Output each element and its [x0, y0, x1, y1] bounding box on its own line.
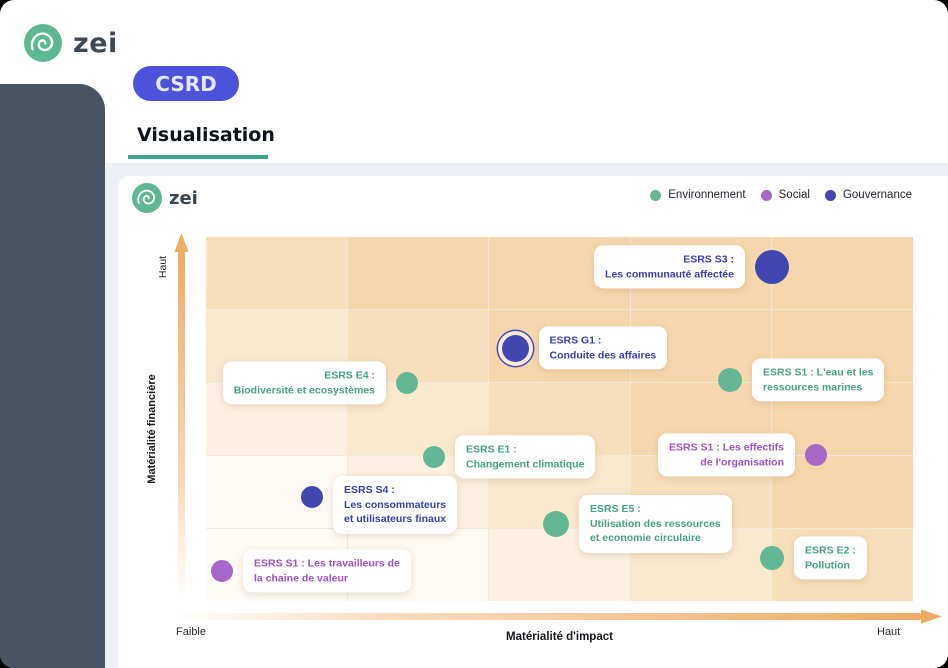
x-axis-title: Matérialité d'impact: [506, 631, 613, 643]
tab-visualisation[interactable]: Visualisation: [137, 124, 275, 146]
x-axis-high-label: Haut: [877, 626, 901, 638]
legend-item-environnement[interactable]: Environnement: [650, 189, 746, 201]
data-point-label: ESRS S3 : Les communauté affectée: [594, 245, 745, 289]
data-point-label: ESRS G1 : Conduite des affaires: [538, 326, 668, 370]
grid-cell: [772, 237, 913, 309]
data-point-label: ESRS S4 : Les consommateurs et utilisateur…: [333, 475, 458, 535]
x-axis-arrow: [170, 609, 942, 624]
y-axis-title: Matérialité financière: [146, 374, 158, 484]
grid-cell: [206, 456, 347, 528]
data-point-dot[interactable]: [543, 511, 569, 537]
data-point-label: ESRS E4 : Biodiversité et ecosystèmes: [222, 361, 386, 405]
legend-dot-icon: [650, 189, 662, 201]
data-point-label: ESRS S1 : L'eau et les ressources marines: [752, 358, 885, 402]
y-axis-arrow: [174, 233, 189, 602]
data-point-label: ESRS S1 : Les travailleurs de la chaine d…: [243, 549, 411, 593]
sidebar: [0, 84, 105, 668]
legend-label: Social: [778, 189, 810, 201]
plot-points: ESRS S3 : Les communauté affectée ESRS G1 …: [206, 237, 913, 601]
legend-dot-icon: [824, 189, 836, 201]
data-point-label: ESRS E1 : Changement climatique: [455, 435, 596, 479]
data-point-dot[interactable]: [760, 546, 784, 570]
zei-logo-icon: [24, 24, 62, 62]
legend: Environnement Social Gouvernance: [650, 189, 912, 201]
visualisation-card: zei Environnement Social Gouvernance Haut …: [118, 176, 948, 668]
x-axis-low-label: Faible: [176, 626, 206, 638]
y-axis-high-label: Haut: [157, 255, 169, 279]
data-point-dot[interactable]: [805, 444, 827, 466]
legend-item-social[interactable]: Social: [760, 189, 810, 201]
data-point-dot[interactable]: [501, 334, 529, 362]
legend-label: Environnement: [668, 189, 746, 201]
materiality-matrix-plot: ESRS S3 : Les communauté affectée ESRS G1 …: [206, 237, 913, 601]
data-point-label: ESRS E5 : Utilisation des ressources et ec…: [579, 494, 732, 554]
grid-cell: [206, 237, 347, 309]
csrd-badge[interactable]: CSRD: [133, 66, 239, 101]
data-point-label: ESRS E2 : Pollution: [794, 536, 867, 580]
data-point-dot[interactable]: [301, 486, 323, 508]
zei-logo-icon: [132, 183, 162, 213]
data-point-label: ESRS S1 : Les effectifs de l'organisation: [658, 433, 795, 477]
data-point-dot[interactable]: [211, 560, 233, 582]
legend-label: Gouvernance: [842, 189, 912, 201]
data-point-dot[interactable]: [718, 368, 742, 392]
active-tab-underline: [128, 155, 268, 159]
legend-item-gouvernance[interactable]: Gouvernance: [824, 189, 912, 201]
app-logo: zei: [24, 24, 118, 62]
app-logo-text: zei: [73, 27, 118, 59]
card-logo: zei: [132, 183, 198, 213]
grid-cell: [347, 237, 489, 309]
card-logo-text: zei: [169, 187, 198, 209]
data-point-dot[interactable]: [423, 446, 445, 468]
data-point-dot[interactable]: [396, 372, 418, 394]
data-point-dot[interactable]: [755, 250, 789, 284]
grid-cell: [772, 456, 913, 528]
legend-dot-icon: [760, 189, 772, 201]
